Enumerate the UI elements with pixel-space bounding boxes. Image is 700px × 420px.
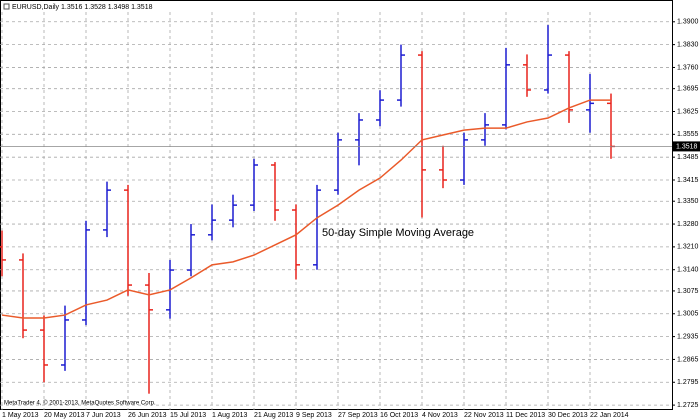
y-tick-label: 1.3900 bbox=[677, 19, 699, 26]
y-tick-label: 1.3210 bbox=[677, 244, 699, 251]
x-tick-label: 27 Sep 2013 bbox=[338, 412, 378, 419]
plot-frame bbox=[0, 0, 673, 410]
y-tick-label: 1.2865 bbox=[677, 356, 699, 363]
x-tick-label: 21 Aug 2013 bbox=[254, 412, 293, 419]
last-price-box bbox=[673, 141, 700, 152]
y-tick-label: 1.3140 bbox=[677, 267, 699, 274]
x-tick-label: 16 Oct 2013 bbox=[380, 412, 418, 419]
x-tick-label: 20 May 2013 bbox=[44, 412, 85, 419]
x-tick-label: 1 Aug 2013 bbox=[212, 412, 248, 419]
symbol-icon bbox=[3, 3, 10, 10]
y-tick-label: 1.3415 bbox=[677, 177, 699, 184]
x-tick-label: 11 Dec 2013 bbox=[506, 412, 545, 419]
x-tick-label: 15 Jul 2013 bbox=[170, 412, 206, 419]
y-tick-label: 1.3485 bbox=[677, 154, 699, 161]
x-tick-label: 4 Nov 2013 bbox=[422, 412, 458, 419]
x-tick-label: 1 May 2013 bbox=[2, 412, 39, 419]
footer: MetaTrader 4, © 2001-2013, MetaQuotes So… bbox=[4, 400, 156, 407]
x-tick-label: 30 Dec 2013 bbox=[548, 412, 588, 419]
x-tick-label: 9 Sep 2013 bbox=[296, 412, 332, 419]
y-tick-label: 1.3350 bbox=[677, 198, 699, 205]
y-tick-label: 1.3075 bbox=[677, 288, 699, 295]
y-tick-label: 1.3625 bbox=[677, 108, 699, 115]
last-price-label: 1.3518 bbox=[676, 143, 698, 150]
y-tick-label: 1.3280 bbox=[677, 221, 699, 228]
y-tick-label: 1.3830 bbox=[677, 41, 699, 48]
x-tick-label: 7 Jun 2013 bbox=[86, 412, 121, 419]
y-tick-label: 1.2725 bbox=[677, 402, 699, 409]
y-tick-label: 1.3005 bbox=[677, 311, 699, 318]
y-tick-label: 1.3555 bbox=[677, 131, 699, 138]
y-tick-label: 1.3695 bbox=[677, 86, 699, 93]
moving-average bbox=[1, 99, 611, 319]
y-tick-label: 1.2935 bbox=[677, 333, 699, 340]
y-tick-label: 1.3760 bbox=[677, 64, 699, 71]
x-tick-label: 22 Nov 2013 bbox=[464, 412, 504, 419]
x-tick-label: 26 Jun 2013 bbox=[128, 412, 167, 419]
annotation: 50-day Simple Moving Average bbox=[322, 227, 474, 239]
y-tick-label: 1.2795 bbox=[677, 379, 699, 386]
x-tick-label: 22 Jan 2014 bbox=[590, 412, 629, 419]
chart-title: EURUSD,Daily 1.3516 1.3528 1.3498 1.3518 bbox=[12, 4, 153, 11]
